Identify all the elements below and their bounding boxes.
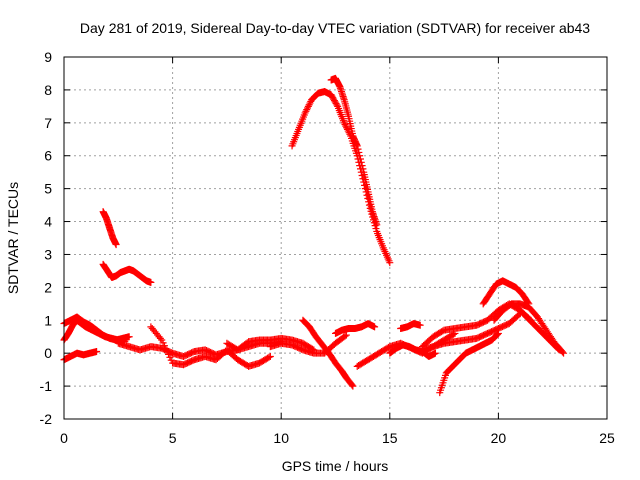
y-tick-label: 9 xyxy=(44,49,52,65)
x-tick-label: 0 xyxy=(60,430,68,446)
y-tick-label: 4 xyxy=(44,214,52,230)
data-point xyxy=(416,321,424,329)
data-point xyxy=(342,331,350,339)
chart-title: Day 281 of 2019, Sidereal Day-to-day VTE… xyxy=(80,20,590,36)
data-point xyxy=(112,241,120,249)
y-tick-label: 7 xyxy=(44,115,52,131)
x-tick-label: 10 xyxy=(273,430,289,446)
data-point xyxy=(304,102,312,110)
x-tick-label: 20 xyxy=(491,430,507,446)
data-point xyxy=(156,334,164,342)
series-short-15.5 xyxy=(397,320,424,332)
data-point xyxy=(266,352,274,360)
series-tail-21-23 xyxy=(516,306,563,354)
data-point xyxy=(560,349,568,357)
data-point xyxy=(343,125,351,133)
data-points xyxy=(60,74,568,397)
data-point xyxy=(554,345,562,353)
data-point xyxy=(341,332,349,340)
y-tick-label: 3 xyxy=(44,246,52,262)
data-point xyxy=(349,382,357,390)
series-arc-peak-20 xyxy=(479,277,533,308)
data-point xyxy=(431,349,439,357)
y-tick-label: 2 xyxy=(44,279,52,295)
data-point xyxy=(555,346,563,354)
data-point xyxy=(341,120,349,128)
data-point xyxy=(93,348,101,356)
data-point xyxy=(343,124,351,132)
plot-frame xyxy=(63,56,608,420)
y-tick-label: 1 xyxy=(44,312,52,328)
series-arc-peak-b xyxy=(327,74,381,229)
y-tick-label: -2 xyxy=(40,411,53,427)
x-tick-label: 25 xyxy=(599,430,615,446)
series-arc-4.3 xyxy=(99,208,120,249)
data-point xyxy=(554,344,562,352)
data-point xyxy=(265,353,273,361)
y-tick-label: 8 xyxy=(44,82,52,98)
data-point xyxy=(356,155,364,163)
data-point xyxy=(354,145,362,153)
data-point xyxy=(302,107,310,115)
data-point xyxy=(340,119,348,127)
y-tick-label: 6 xyxy=(44,148,52,164)
series-plateau-14 xyxy=(332,320,379,337)
data-point xyxy=(371,323,379,331)
data-point xyxy=(355,148,363,156)
data-point xyxy=(357,158,365,166)
series-arc-peak xyxy=(288,88,394,267)
data-point xyxy=(303,106,311,114)
series-band-14-18 xyxy=(353,329,459,370)
data-point xyxy=(493,331,501,339)
data-point xyxy=(306,99,314,107)
series-early-low xyxy=(60,348,101,364)
data-point xyxy=(305,101,313,109)
data-point xyxy=(356,152,364,160)
data-point xyxy=(359,165,367,173)
data-point xyxy=(147,278,155,286)
grid-lines xyxy=(64,57,607,419)
x-tick-label: 15 xyxy=(382,430,398,446)
series-band-17-21 xyxy=(418,310,524,354)
series-arc-9-13 xyxy=(266,331,350,357)
data-point xyxy=(333,101,341,109)
data-point xyxy=(373,221,381,229)
y-axis-label: SDTVAR / TECUs xyxy=(5,182,21,294)
series-mid-band-b xyxy=(147,323,274,370)
data-point xyxy=(386,259,394,267)
series-arc-2.5 xyxy=(99,260,155,286)
data-point xyxy=(304,104,312,112)
data-point xyxy=(301,109,309,117)
x-axis-label: GPS time / hours xyxy=(282,458,389,474)
data-point xyxy=(125,333,133,341)
x-tick-label: 5 xyxy=(169,430,177,446)
series-arc-low-17 xyxy=(436,329,502,397)
y-tick-label: 0 xyxy=(44,345,52,361)
y-tick-label: 5 xyxy=(44,181,52,197)
data-point xyxy=(358,162,366,170)
series-mid-band-c xyxy=(223,334,318,354)
data-point xyxy=(353,142,361,150)
data-point xyxy=(348,381,356,389)
y-tick-label: -1 xyxy=(40,378,53,394)
